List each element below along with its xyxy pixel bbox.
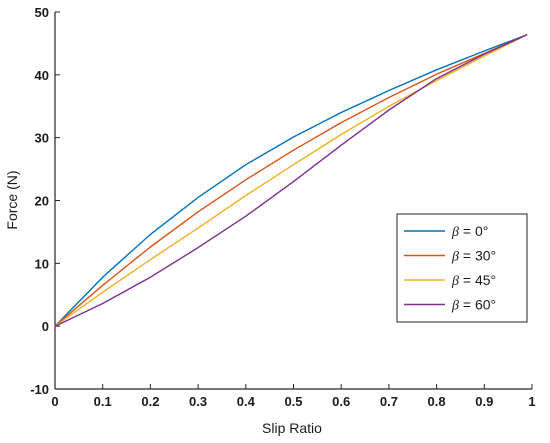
y-tick-label: -10: [30, 382, 49, 397]
x-tick-label: 0.9: [475, 394, 493, 409]
x-tick-label: 0.4: [237, 394, 256, 409]
x-tick-label: 0.5: [284, 394, 302, 409]
y-tick-label: 0: [42, 319, 49, 334]
series-line: [54, 33, 528, 327]
x-tick-label: 1: [528, 394, 535, 409]
x-tick-label: 0.6: [332, 394, 350, 409]
y-tick-label: 30: [35, 131, 49, 146]
x-tick-label: 0.7: [380, 394, 398, 409]
legend-entry: β = 30°: [451, 248, 496, 265]
y-tick-label: 40: [35, 68, 49, 83]
x-axis-title: Slip Ratio: [262, 420, 322, 436]
x-tick-label: 0: [51, 394, 58, 409]
series-line: [54, 33, 528, 327]
legend-entry: β = 0°: [451, 223, 488, 240]
series-lines: [54, 33, 528, 327]
y-tick-label: 10: [35, 256, 49, 271]
series-line: [54, 33, 528, 327]
legend-entry: β = 60°: [451, 297, 496, 314]
y-tick-label: 20: [35, 194, 49, 209]
legend-entry: β = 45°: [451, 272, 496, 289]
y-tick-label: 50: [35, 5, 49, 20]
y-axis-title: Force (N): [4, 170, 20, 229]
x-tick-label: 0.1: [94, 394, 112, 409]
legend: β = 0° β = 30° β = 45° β = 60°: [396, 213, 528, 323]
x-tick-label: 0.2: [141, 394, 159, 409]
axes: 0 0.1 0.2 0.3 0.4 0.5 0.6 0.7 0.8 0.9 1-1001020304…: [30, 5, 535, 409]
x-tick-label: 0.8: [428, 394, 446, 409]
series-line: [54, 33, 528, 327]
x-tick-label: 0.3: [189, 394, 207, 409]
